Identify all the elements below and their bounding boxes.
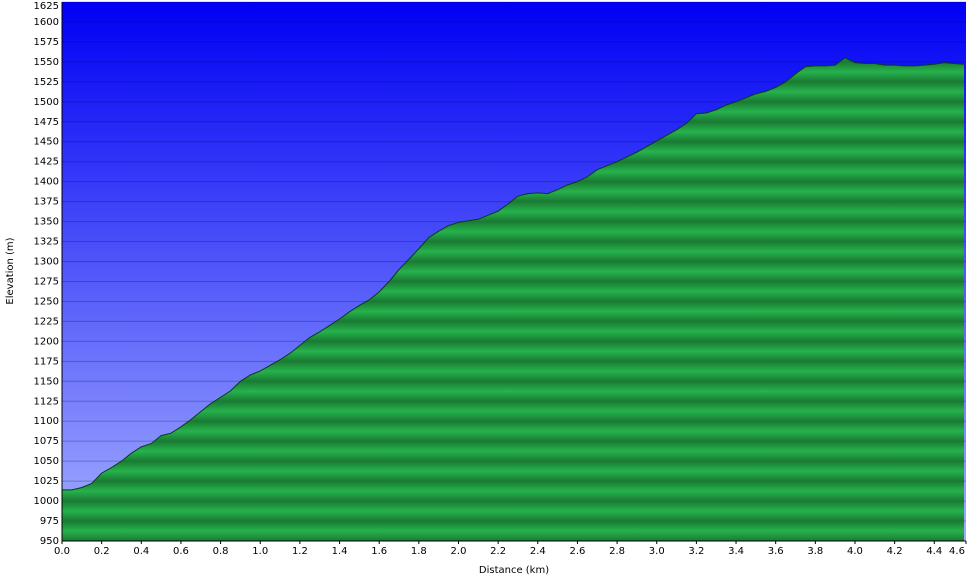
x-tick-label: 3.4	[728, 546, 744, 557]
x-tick-label: 0.0	[54, 546, 70, 557]
x-tick-label: 2.4	[530, 546, 546, 557]
x-tick-label: 4.2	[887, 546, 903, 557]
x-tick-label: 1.0	[252, 546, 268, 557]
y-tick-label: 1500	[34, 97, 59, 108]
y-tick-label: 1150	[34, 376, 59, 387]
x-tick-label: 1.4	[332, 546, 348, 557]
x-tick-label: 4.0	[847, 546, 863, 557]
x-axis-label: Distance (km)	[479, 565, 549, 576]
y-tick-label: 1400	[34, 177, 59, 188]
line	[62, 57, 965, 491]
y-tick-label: 1225	[34, 316, 59, 327]
area	[62, 57, 965, 541]
x-tick-label: 4.6	[949, 546, 965, 557]
y-tick-label: 1275	[34, 276, 59, 287]
y-tick-label: 1425	[34, 157, 59, 168]
x-tick-label: 3.0	[649, 546, 665, 557]
x-tick-label: 3.8	[807, 546, 823, 557]
y-tick-label: 1525	[34, 77, 59, 88]
x-tick-label: 0.2	[94, 546, 110, 557]
x-tick-label: 2.6	[569, 546, 585, 557]
y-tick-label: 1600	[34, 17, 59, 28]
y-tick-label: 950	[40, 536, 59, 547]
y-tick-label: 1575	[34, 37, 59, 48]
y-tick-label: 1325	[34, 237, 59, 248]
x-tick-label: 0.8	[213, 546, 229, 557]
y-tick-label: 1000	[34, 496, 59, 507]
y-tick-label: 1075	[34, 436, 59, 447]
y-tick-label: 1475	[34, 117, 59, 128]
x-tick-label: 2.0	[451, 546, 467, 557]
x-tick-label: 2.8	[609, 546, 625, 557]
y-tick-label: 1350	[34, 217, 59, 228]
x-tick-label: 2.2	[490, 546, 506, 557]
y-tick-label: 1125	[34, 396, 59, 407]
y-tick-label: 1100	[34, 416, 59, 427]
x-tick-label: 0.6	[173, 546, 189, 557]
x-tick-label: 3.2	[688, 546, 704, 557]
x-tick-label: 1.8	[411, 546, 427, 557]
x-tick-label: 0.4	[133, 546, 149, 557]
y-tick-label: 975	[40, 516, 59, 527]
y-tick-label: 1200	[34, 336, 59, 347]
x-tick-label: 1.6	[371, 546, 387, 557]
y-tick-label: 1050	[34, 456, 59, 467]
y-axis-label: Elevation (m)	[5, 237, 16, 304]
y-tick-label: 1300	[34, 257, 59, 268]
y-tick-label: 1175	[34, 356, 59, 367]
y-tick-label: 1550	[34, 57, 59, 68]
x-tick-label: 3.6	[768, 546, 784, 557]
x-tick-label: 4.4	[926, 546, 942, 557]
y-tick-label: 1375	[34, 197, 59, 208]
y-tick-label: 1625	[34, 1, 59, 12]
y-tick-label: 1250	[34, 296, 59, 307]
x-tick-label: 1.2	[292, 546, 308, 557]
y-tick-label: 1025	[34, 476, 59, 487]
y-tick-label: 1450	[34, 137, 59, 148]
